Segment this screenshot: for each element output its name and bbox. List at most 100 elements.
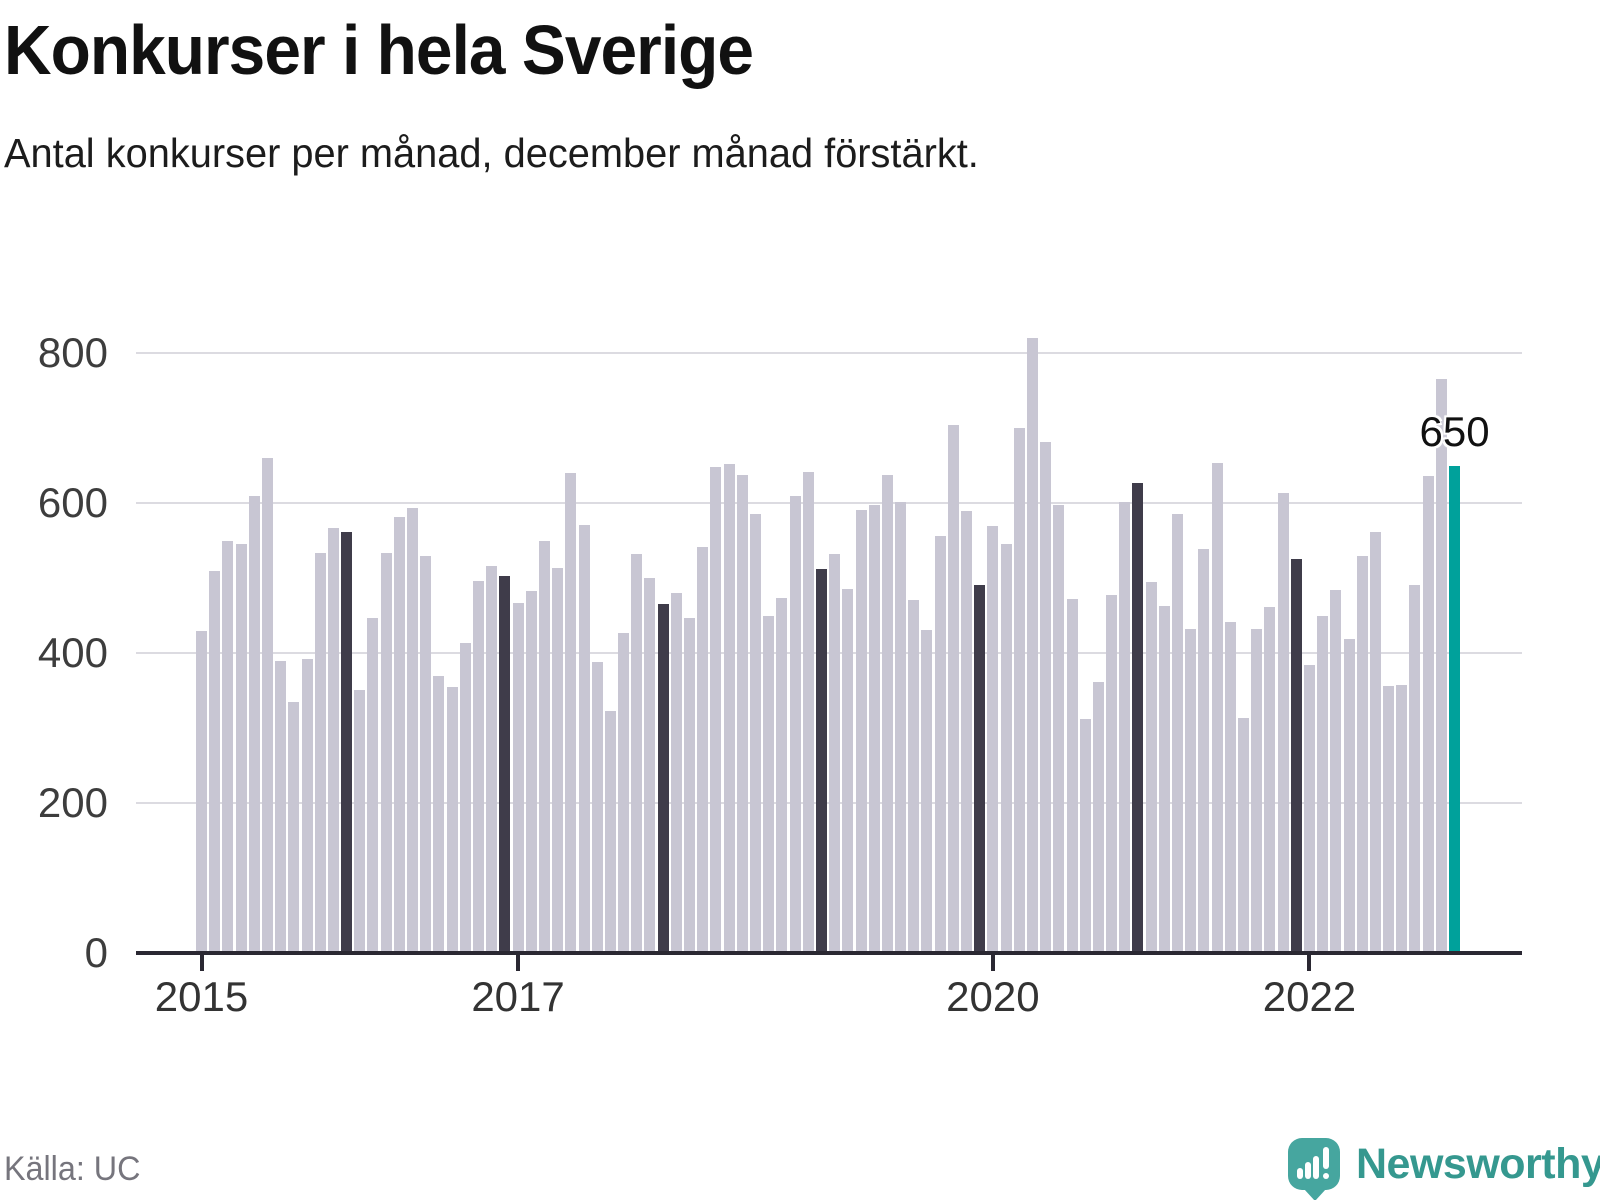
bar [565,473,577,953]
bar [987,525,999,953]
gridline [136,802,1522,804]
logo-exclamation-dot-icon [1323,1173,1329,1179]
bar [354,689,366,953]
bar [618,632,630,953]
bar [1383,686,1395,953]
bar [552,567,564,953]
bar [789,496,801,953]
newsworthy-logo: Newsworthy [1288,1138,1600,1200]
bar [1409,584,1421,953]
bar [710,467,722,953]
bar [591,662,603,953]
bar [472,581,484,953]
bar [578,524,590,953]
logo-chart-bar-icon [1305,1162,1311,1179]
bar [367,617,379,953]
bar [407,508,419,953]
bar [1369,531,1381,953]
bar [763,615,775,953]
logo-chart-bar-icon [1313,1156,1319,1179]
bar [1026,338,1038,953]
bar [684,617,696,953]
y-axis-tick-label: 0 [84,929,108,976]
bar [1343,638,1355,953]
y-axis-tick-label: 800 [37,329,108,376]
bar [855,509,867,953]
bar [670,593,682,953]
bar [525,590,537,953]
bar [327,527,339,953]
bar [829,554,841,953]
bar [446,686,458,953]
bar [1264,606,1276,953]
bar-december [499,575,511,953]
bar [1251,629,1263,953]
brand-name: Newsworthy [1356,1139,1600,1188]
bar [301,659,313,953]
bar [1224,622,1236,953]
page-subtitle: Antal konkurser per månad, december måna… [4,130,979,176]
bar [1092,681,1104,953]
gridline [136,652,1522,654]
bar [908,599,920,953]
bar [459,642,471,953]
bar [1330,590,1342,953]
x-axis-tick [1307,955,1312,971]
bar-highlight-latest [1449,465,1461,953]
bar [1013,428,1025,953]
bar [538,540,550,953]
y-axis-tick-label: 600 [37,479,108,526]
newsworthy-logo-icon [1288,1138,1340,1200]
bar [921,629,933,953]
bar [736,475,748,953]
bar [393,516,405,953]
bar [1119,501,1131,953]
bar [1000,544,1012,953]
bar [1435,379,1447,953]
bar [1422,476,1434,953]
bar [1185,629,1197,953]
bar [1211,462,1223,953]
x-axis-line [136,951,1522,955]
source-note: Källa: UC [4,1150,141,1188]
bar [222,540,234,953]
bar [1356,556,1368,953]
bar [420,555,432,953]
bar [631,554,643,953]
bar [196,630,207,953]
bar [842,588,854,953]
x-axis-tick-label: 2017 [471,973,565,1020]
logo-exclamation-icon [1323,1147,1329,1169]
bar [314,553,326,953]
bar [248,495,260,953]
x-axis-tick [990,955,995,971]
bar [604,710,616,953]
y-axis-tick-label: 400 [37,629,108,676]
bar [749,513,761,953]
bar [1079,719,1091,953]
bar [486,566,498,953]
bar [209,570,221,953]
bar [1238,718,1249,953]
bar [881,475,893,953]
page-title: Konkurser i hela Sverige [4,11,754,89]
bar [1106,595,1118,953]
x-axis-tick [516,955,521,971]
bar-december [974,584,986,953]
bar [802,472,814,953]
bar-december [1290,559,1302,953]
bar [1145,581,1157,953]
bar-december [815,569,827,953]
bar [1158,605,1170,953]
bar [947,425,959,953]
bar [776,598,788,953]
bar-december [657,603,669,953]
bar [1053,505,1065,953]
bar [275,661,287,953]
gridline [136,352,1522,354]
bar [433,676,445,953]
bar [723,464,735,953]
bar [1396,684,1408,953]
